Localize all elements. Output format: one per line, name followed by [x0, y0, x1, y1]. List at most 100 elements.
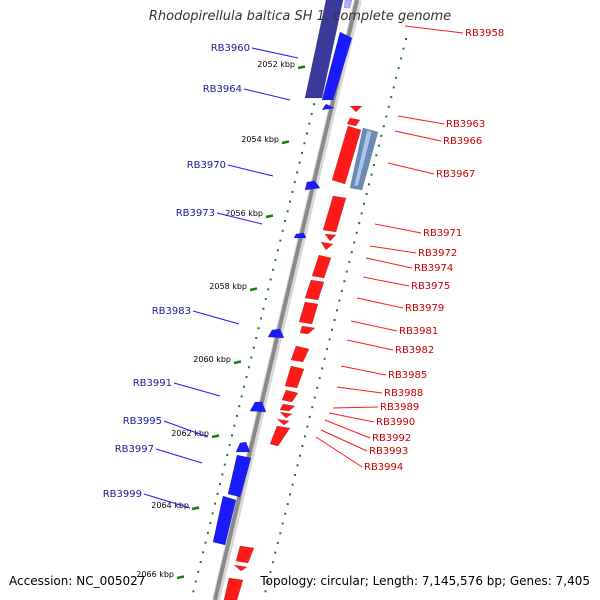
leader-line — [243, 88, 291, 101]
reverse-gene-arrow — [349, 105, 363, 113]
ruler-dot — [284, 512, 287, 515]
ruler-dot — [216, 492, 219, 495]
leader-line — [374, 223, 422, 234]
tick-mark — [249, 287, 258, 292]
reverse-gene-block — [235, 545, 255, 564]
ruler-dot — [286, 503, 289, 506]
gene-label-forward: RB3970 — [187, 160, 226, 171]
ruler-dot — [266, 580, 269, 583]
reverse-gene-arrow — [276, 418, 290, 426]
ruler-dot — [299, 454, 301, 457]
ruler-dot — [311, 406, 314, 409]
ruler-dot — [402, 47, 405, 50]
ruler-dot — [267, 288, 270, 291]
ruler-dot — [321, 367, 324, 370]
leader-line — [369, 245, 417, 254]
accession-text: Accession: NC_005027 — [9, 574, 146, 588]
ruler-dot — [197, 570, 200, 573]
ruler-dot — [392, 86, 395, 89]
ruler-dot — [264, 590, 267, 593]
ruler-dot — [250, 356, 253, 359]
ruler-dot — [385, 115, 388, 118]
ruler-dot — [209, 522, 212, 525]
ruler-dot — [323, 357, 326, 360]
forward-gene-arrow — [267, 328, 285, 339]
ruler-dot — [202, 551, 205, 554]
leader-line — [315, 436, 363, 468]
gene-label-forward: RB3964 — [203, 84, 242, 95]
gene-label-forward: RB3995 — [123, 416, 162, 427]
ruler-dot — [238, 405, 241, 408]
gene-label-reverse: RB3966 — [443, 136, 482, 147]
ruler-dot — [336, 309, 338, 312]
ruler-dot — [308, 415, 311, 418]
reverse-gene-block — [223, 577, 244, 600]
tick-label: 2060 kbp — [193, 355, 231, 364]
outer-ruler-track — [264, 38, 407, 593]
gene-label-reverse: RB3994 — [364, 462, 403, 473]
ruler-dot — [375, 154, 378, 157]
ruler-dot — [296, 171, 299, 174]
tick-label: 2054 kbp — [241, 135, 279, 144]
gene-label-reverse: RB3975 — [411, 281, 450, 292]
leader-line — [320, 429, 368, 452]
forward-gene-arrow — [321, 103, 335, 111]
reverse-gene-arrow — [279, 411, 293, 419]
tick-mark — [176, 575, 185, 580]
leader-line — [324, 419, 371, 439]
ruler-dot — [284, 220, 287, 223]
gene-label-reverse: RB3982 — [395, 345, 434, 356]
reverse-gene-block — [298, 301, 319, 325]
forward-gene-arrow — [304, 180, 321, 191]
ruler-dot — [395, 76, 398, 79]
gene-label-reverse: RB3990 — [376, 417, 415, 428]
ruler-dot — [243, 385, 246, 388]
ruler-dot — [318, 377, 321, 380]
gene-label-reverse: RB3981 — [399, 326, 438, 337]
reverse-gene-arrow — [346, 117, 361, 127]
ruler-dot — [279, 532, 282, 535]
tick-label: 2056 kbp — [225, 209, 263, 218]
leader-line — [216, 212, 263, 225]
ruler-dot — [247, 366, 250, 369]
gene-label-reverse: RB3989 — [380, 402, 419, 413]
ruler-dot — [271, 561, 274, 564]
leader-line — [350, 320, 398, 332]
ruler-dot — [279, 239, 282, 242]
ruler-dot — [291, 483, 294, 486]
reverse-gene-block — [269, 425, 291, 447]
ruler-dot — [400, 57, 403, 60]
leader-line — [173, 382, 221, 397]
reverse-gene-arrow — [279, 403, 296, 412]
topology-text: Topology: circular; Length: 7,145,576 bp… — [260, 574, 590, 588]
ruler-dot — [298, 161, 301, 164]
ruler-dot — [262, 307, 265, 310]
ruler-dot — [326, 348, 329, 351]
ruler-dot — [338, 299, 341, 302]
ruler-dot — [274, 259, 277, 262]
ruler-dot — [226, 453, 229, 456]
gene-label-reverse: RB3988 — [384, 388, 423, 399]
ruler-dot — [328, 338, 331, 341]
ruler-dot — [211, 512, 214, 515]
gene-label-reverse: RB3974 — [414, 263, 453, 274]
leader-line — [192, 310, 240, 325]
tick-label: 2066 kbp — [136, 570, 174, 579]
ruler-dot — [350, 251, 353, 254]
gene-label-forward: RB3983 — [152, 306, 191, 317]
ruler-dot — [382, 125, 385, 128]
tick-mark — [211, 434, 220, 439]
map-title: Rhodopirellula baltica SH 1, complete ge… — [148, 9, 452, 24]
ruler-dot — [289, 493, 292, 496]
gene-label-reverse: RB3971 — [423, 228, 462, 239]
inner-ruler-track — [192, 35, 332, 593]
leader-line — [328, 412, 375, 423]
gene-label-forward: RB3999 — [103, 489, 142, 500]
forward-gene-block — [343, 0, 353, 9]
ruler-dot — [235, 414, 238, 417]
tick-label: 2064 kbp — [151, 501, 189, 510]
reverse-gene-arrow — [324, 233, 337, 242]
ruler-dot — [257, 327, 260, 330]
ruler-dot — [269, 278, 272, 281]
ruler-dot — [231, 434, 233, 437]
